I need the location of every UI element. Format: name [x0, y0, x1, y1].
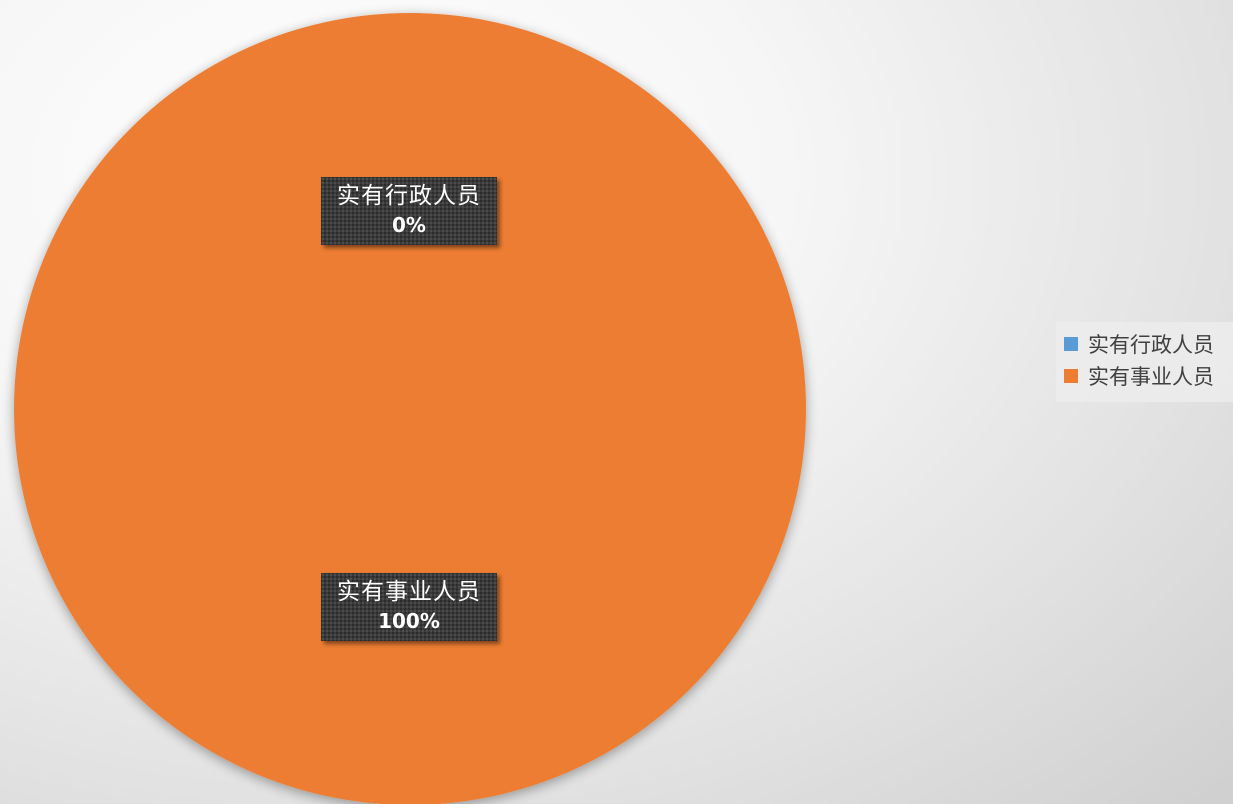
data-label-name: 实有事业人员 [337, 579, 481, 605]
data-label-value: 100% [378, 609, 440, 633]
legend-label: 实有行政人员 [1088, 333, 1214, 357]
legend-item-institution-staff: 实有事业人员 [1064, 360, 1233, 392]
legend-swatch-icon [1064, 337, 1078, 351]
data-label-institution-staff: 实有事业人员 100% [321, 573, 497, 641]
legend: 实有行政人员 实有事业人员 [1056, 322, 1233, 402]
data-label-name: 实有行政人员 [337, 183, 481, 209]
legend-label: 实有事业人员 [1088, 365, 1214, 389]
data-label-value: 0% [392, 213, 426, 237]
data-label-admin-staff: 实有行政人员 0% [321, 177, 497, 245]
legend-swatch-icon [1064, 369, 1078, 383]
legend-item-admin-staff: 实有行政人员 [1064, 328, 1233, 360]
pie-slices [14, 13, 806, 804]
pie-slice-2 [14, 13, 806, 804]
